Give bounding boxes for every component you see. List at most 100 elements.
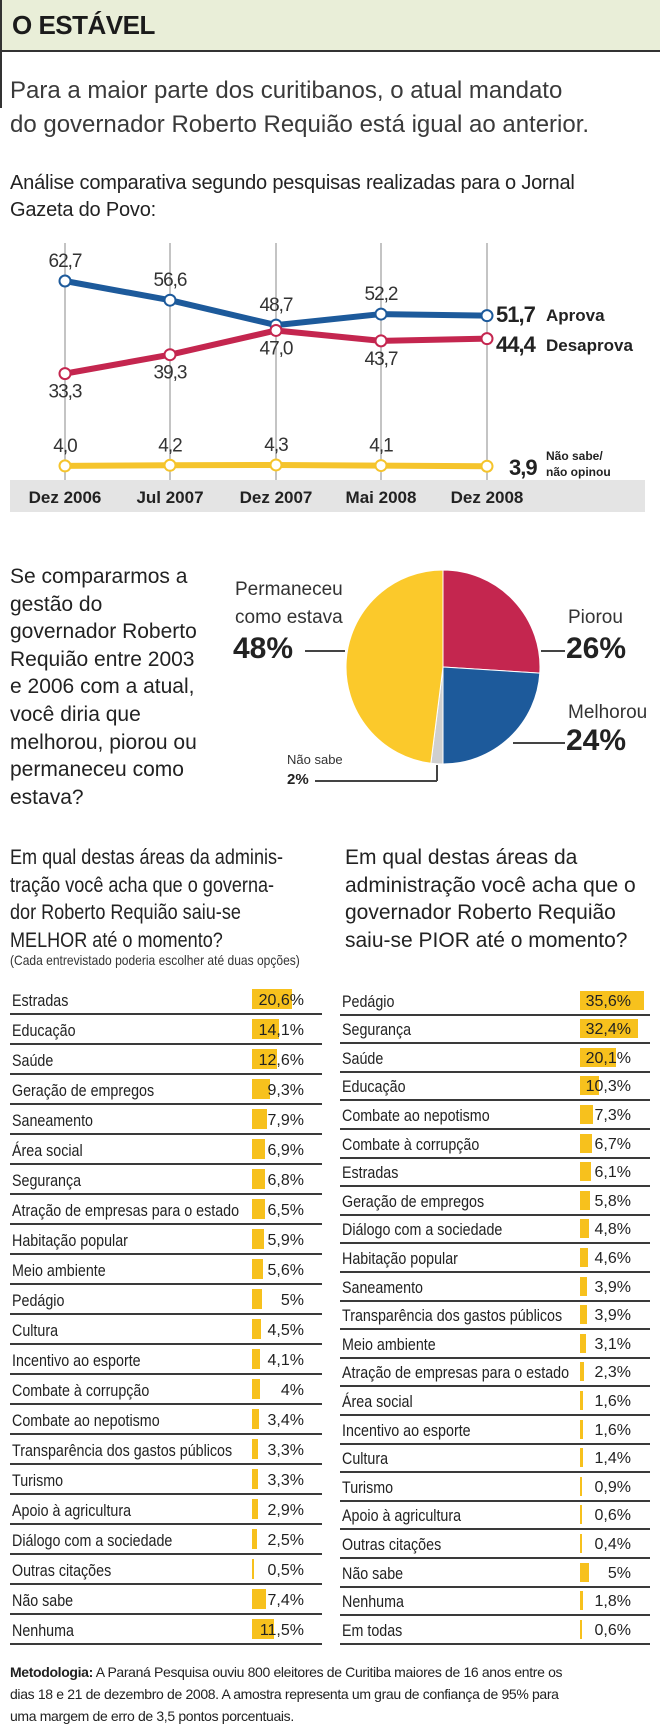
table-row: Em todas 0,6% xyxy=(340,1616,650,1645)
header-band: O ESTÁVEL xyxy=(0,0,660,52)
row-label: Em todas xyxy=(342,1620,403,1640)
row-value: 3,1% xyxy=(594,1335,631,1353)
row-value: 0,6% xyxy=(594,1621,631,1639)
table-row: Turismo 0,9% xyxy=(340,1473,650,1502)
value-bar xyxy=(580,1533,582,1553)
worse-areas-table: Pedágio 35,6% Segurança 32,4% Saúde 20,1% Educ… xyxy=(340,987,650,1645)
chart-heading-line-1: Análise comparativa segundo pesquisas re… xyxy=(10,172,575,194)
subtitle-line-1: Para a maior parte dos curitibanos, o at… xyxy=(10,77,563,104)
data-point xyxy=(58,367,72,381)
question-line: Em qual destas áreas da adminis- xyxy=(10,846,284,869)
table-row: Diálogo com a sociedade 2,5% xyxy=(10,1525,322,1555)
row-value: 0,4% xyxy=(594,1535,631,1553)
data-point xyxy=(374,334,388,348)
row-value: 3,4% xyxy=(267,1412,304,1429)
value-bar xyxy=(252,1409,259,1429)
pie-question: Se compararmos a gestão do governador Robe… xyxy=(10,563,197,811)
table-row: Meio ambiente 3,1% xyxy=(340,1330,650,1359)
row-value: 10,3% xyxy=(585,1078,631,1096)
value-bar xyxy=(252,1079,271,1099)
table-row: Habitação popular 4,6% xyxy=(340,1244,650,1273)
row-value: 3,9% xyxy=(594,1307,631,1325)
table-row: Área social 1,6% xyxy=(340,1387,650,1416)
table-row: Diálogo com a sociedade 4,8% xyxy=(340,1216,650,1245)
pie-label-piorou: Piorou xyxy=(568,607,623,628)
table-row: Incentivo ao esporte 1,6% xyxy=(340,1416,650,1445)
table-row: Transparência dos gastos públicos 3,3% xyxy=(10,1435,322,1465)
row-label: Cultura xyxy=(342,1449,389,1469)
table-row: Saneamento 7,9% xyxy=(10,1105,322,1135)
table-row: Área social 6,9% xyxy=(10,1135,322,1165)
table-row: Saúde 12,6% xyxy=(10,1045,322,1075)
row-label: Meio ambiente xyxy=(12,1261,106,1280)
value-bar xyxy=(252,1559,254,1579)
question-line: Se compararmos a xyxy=(10,565,188,588)
table-row: Outras citações 0,4% xyxy=(340,1530,650,1559)
pie-slice-1 xyxy=(442,666,541,765)
question-line: melhorou, piorou ou xyxy=(10,730,197,754)
value-bar xyxy=(252,989,293,1009)
row-label: Área social xyxy=(12,1141,83,1160)
table-row: Cultura 1,4% xyxy=(340,1445,650,1474)
data-label: 43,7 xyxy=(365,349,398,370)
row-value: 7,9% xyxy=(267,1112,304,1129)
value-bar xyxy=(252,1619,275,1639)
worse-question: Em qual destas áreas da administração voc… xyxy=(345,844,636,954)
table-row: Apoio à agricultura 0,6% xyxy=(340,1502,650,1531)
row-label: Pedágio xyxy=(342,991,395,1011)
pie-value-piorou: 26% xyxy=(566,632,627,665)
value-bar xyxy=(580,1476,582,1496)
data-label: 39,3 xyxy=(154,363,187,384)
value-bar xyxy=(252,1139,266,1159)
row-value: 20,1% xyxy=(585,1049,631,1067)
question-line: permaneceu como xyxy=(10,758,184,782)
row-label: Incentivo ao esporte xyxy=(342,1420,471,1440)
data-label: 4,3 xyxy=(264,435,288,456)
table-row: Combate à corrupção 6,7% xyxy=(340,1130,650,1159)
value-bar xyxy=(252,1049,277,1069)
data-point xyxy=(163,458,177,472)
data-point xyxy=(480,309,494,323)
row-label: Habitação popular xyxy=(342,1248,458,1268)
value-bar xyxy=(252,1529,257,1549)
table-row: Geração de empregos 5,8% xyxy=(340,1187,650,1216)
value-bar xyxy=(252,1199,265,1219)
row-label: Incentivo ao esporte xyxy=(12,1351,141,1370)
question-line: governador Roberto xyxy=(10,620,197,644)
table-row: Apoio à agricultura 2,9% xyxy=(10,1495,322,1525)
row-value: 6,1% xyxy=(594,1164,631,1182)
value-bar xyxy=(580,1305,588,1325)
question-line: saiu-se PIOR até o momento? xyxy=(345,928,628,952)
row-value: 0,6% xyxy=(594,1507,631,1525)
row-value: 35,6% xyxy=(585,992,631,1010)
value-bar xyxy=(252,1589,267,1609)
x-tick-label: Dez 2006 xyxy=(29,488,102,507)
row-label: Geração de empregos xyxy=(342,1191,485,1211)
methodology-line-3: uma margem de erro de 3,5 pontos porcent… xyxy=(10,1708,294,1724)
row-value: 6,8% xyxy=(267,1172,304,1189)
pie-label-melhorou: Melhorou xyxy=(568,702,648,723)
row-value: 4,1% xyxy=(267,1352,304,1369)
table-row: Não sabe 7,4% xyxy=(10,1585,322,1615)
data-label: 62,7 xyxy=(49,251,82,272)
data-label: 4,0 xyxy=(53,436,77,457)
row-value: 14,1% xyxy=(258,1022,304,1039)
row-value: 6,5% xyxy=(267,1202,304,1219)
value-bar xyxy=(252,1229,264,1249)
row-value: 0,9% xyxy=(594,1478,631,1496)
data-point xyxy=(269,323,283,337)
table-row: Nenhuma 11,5% xyxy=(10,1615,322,1645)
row-label: Cultura xyxy=(12,1321,59,1340)
pie-label-permaneceu: Permaneceu como estava xyxy=(235,576,343,632)
row-value: 5,6% xyxy=(267,1262,304,1279)
value-bar xyxy=(580,1190,591,1210)
options-note-text: (Cada entrevistado poderia escolher até … xyxy=(10,952,300,968)
row-label: Educação xyxy=(342,1077,406,1097)
table-row: Habitação popular 5,9% xyxy=(10,1225,322,1255)
row-value: 3,9% xyxy=(594,1278,631,1296)
divider xyxy=(0,52,2,108)
data-label: 52,2 xyxy=(365,284,398,305)
pie-slice-3 xyxy=(345,569,444,764)
row-value: 4,5% xyxy=(267,1322,304,1339)
row-label: Atração de empresas para o estado xyxy=(12,1201,240,1220)
